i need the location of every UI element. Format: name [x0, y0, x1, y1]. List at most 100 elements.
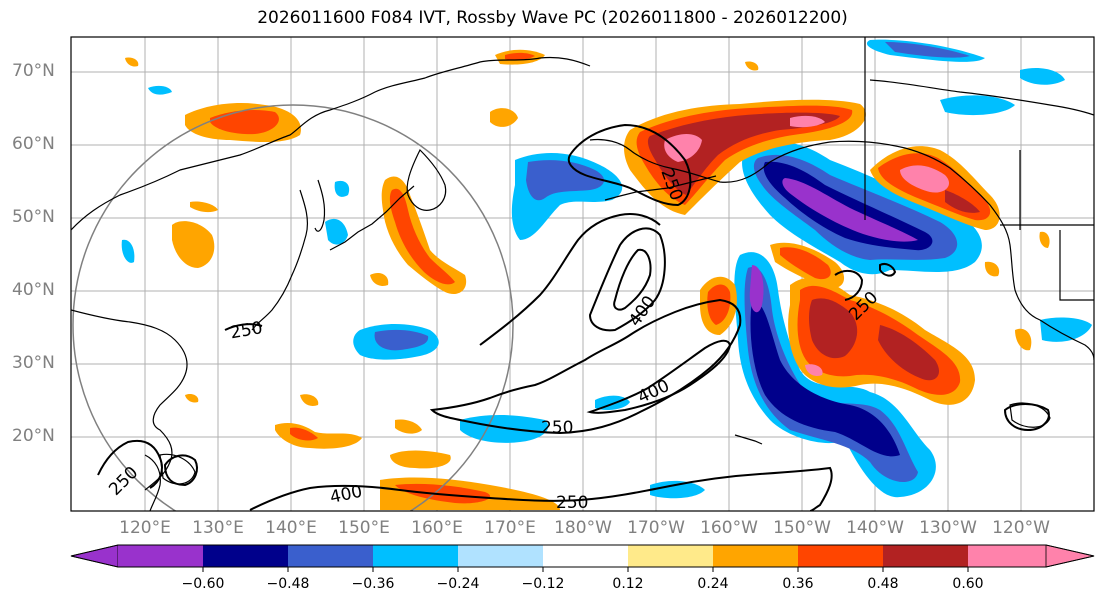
kuril-islands: [329, 185, 415, 251]
contour-label: 250: [105, 463, 142, 500]
positive-anomaly-region: [390, 450, 451, 469]
colorbar-tick-label: 0.12: [612, 576, 644, 592]
longitude-label: 160°W: [700, 518, 758, 538]
hawaii-islands: [734, 434, 763, 445]
colorbar-segment: [203, 545, 288, 567]
colorbar-ticks: [202, 567, 969, 572]
positive-anomaly-region: [780, 247, 831, 280]
ivt-contour: [163, 454, 198, 487]
colorbar-tick-label: −0.48: [266, 576, 310, 592]
negative-anomaly-region: [148, 85, 172, 95]
longitude-label: 120°E: [119, 518, 171, 538]
sakhalin-coastline: [314, 179, 326, 232]
contour-label: 400: [625, 292, 660, 330]
positive-anomaly-region: [210, 110, 279, 135]
colorbar-tick-label: −0.36: [351, 576, 395, 592]
longitude-label: 160°E: [411, 518, 463, 538]
contour-label: 250: [556, 493, 588, 513]
ivt-contour: [97, 439, 163, 489]
positive-anomaly-region: [389, 188, 455, 285]
alaska-coastline: [589, 138, 1094, 361]
positive-anomaly-region: [707, 284, 731, 325]
longitude-label: 120°W: [992, 518, 1050, 538]
asia-coastline: [71, 309, 188, 491]
positive-anomaly-region: [275, 422, 362, 449]
longitude-label: 150°E: [338, 518, 390, 538]
positive-anomaly-region: [370, 273, 389, 286]
ivt-contour: [567, 123, 692, 207]
positive-anomaly-region: [290, 427, 318, 441]
colorbar-tick-label: 0.60: [952, 576, 984, 592]
positive-anomaly-region: [664, 134, 702, 162]
positive-anomaly-region: [945, 190, 980, 213]
positive-anomaly-region: [505, 52, 535, 60]
ivt-contour: [586, 339, 732, 414]
negative-anomaly-region: [885, 42, 970, 58]
ivt-contour: [1003, 403, 1050, 432]
philippines-coastline: [144, 454, 161, 511]
latitude-label: 70°N: [12, 61, 55, 81]
negative-anomaly-region: [650, 480, 705, 499]
negative-anomaly-region: [750, 300, 900, 457]
ivt-contour: [224, 323, 263, 331]
colorbar-segment: [628, 545, 713, 567]
ivt-contour: [429, 298, 742, 435]
ivt-contour: [834, 269, 864, 301]
colorbar-segment: [713, 545, 798, 567]
positive-anomaly-region: [190, 201, 218, 213]
negative-anomaly-region: [334, 180, 350, 197]
positive-anomaly-region: [172, 221, 215, 268]
latitude-label: 60°N: [12, 134, 55, 154]
asia-coastline: [71, 56, 591, 231]
us-state-border: [1059, 230, 1094, 301]
longitude-label: 170°W: [627, 518, 685, 538]
longitude-label: 140°E: [265, 518, 317, 538]
positive-anomaly-region: [900, 165, 950, 193]
island-coastline: [159, 453, 196, 485]
negative-anomaly-region: [325, 218, 348, 245]
positive-anomaly-region: [490, 108, 518, 127]
positive-anomaly-region: [185, 393, 199, 403]
latitude-label: 50°N: [12, 207, 55, 227]
contour-label: 250: [229, 318, 264, 343]
colorbar-right-extend: [1045, 544, 1095, 568]
latitude-label: 40°N: [12, 280, 55, 300]
colorbar-segment: [883, 545, 968, 567]
positive-anomaly-region: [1015, 328, 1032, 351]
negative-anomaly-region: [460, 415, 549, 443]
longitude-label: 130°E: [192, 518, 244, 538]
contour-label: 250: [541, 418, 573, 438]
positive-anomaly-region: [984, 261, 1000, 277]
colorbar-segment: [968, 545, 1046, 567]
colorbar-outline: [70, 544, 1095, 568]
colorbar-segment: [458, 545, 543, 567]
colorbar-tick-label: 0.36: [782, 576, 814, 592]
positive-anomaly-region: [300, 394, 319, 406]
positive-anomaly-region: [1039, 231, 1050, 248]
colorbar-tick-label: 0.48: [867, 576, 899, 592]
positive-anomaly-region: [395, 419, 422, 434]
negative-anomaly-region: [1040, 317, 1092, 342]
colorbar: [70, 544, 1095, 572]
negative-anomaly-region: [374, 329, 429, 351]
longitude-label: 150°W: [773, 518, 831, 538]
positive-anomaly-region: [809, 298, 858, 359]
aleutian-islands: [604, 175, 717, 201]
ivt-contour: [588, 227, 666, 332]
map-title: 2026011600 F084 IVT, Rossby Wave PC (202…: [257, 8, 848, 28]
longitude-label: 130°W: [919, 518, 977, 538]
japan-coastline: [251, 189, 309, 331]
negative-anomaly-region: [749, 265, 764, 313]
negative-anomaly-region: [121, 239, 135, 263]
longitude-label: 180°W: [554, 518, 612, 538]
negative-anomaly-region: [1020, 68, 1065, 85]
ivt-contour: [479, 213, 661, 346]
radius-circle: [72, 104, 514, 511]
colorbar-segment: [373, 545, 458, 567]
ivt-contour: [249, 466, 833, 511]
north-america-coastline: [869, 79, 1094, 116]
colorbar-left-extend: [70, 544, 119, 568]
kamchatka-coastline: [406, 148, 447, 211]
negative-anomaly-region: [782, 178, 918, 242]
